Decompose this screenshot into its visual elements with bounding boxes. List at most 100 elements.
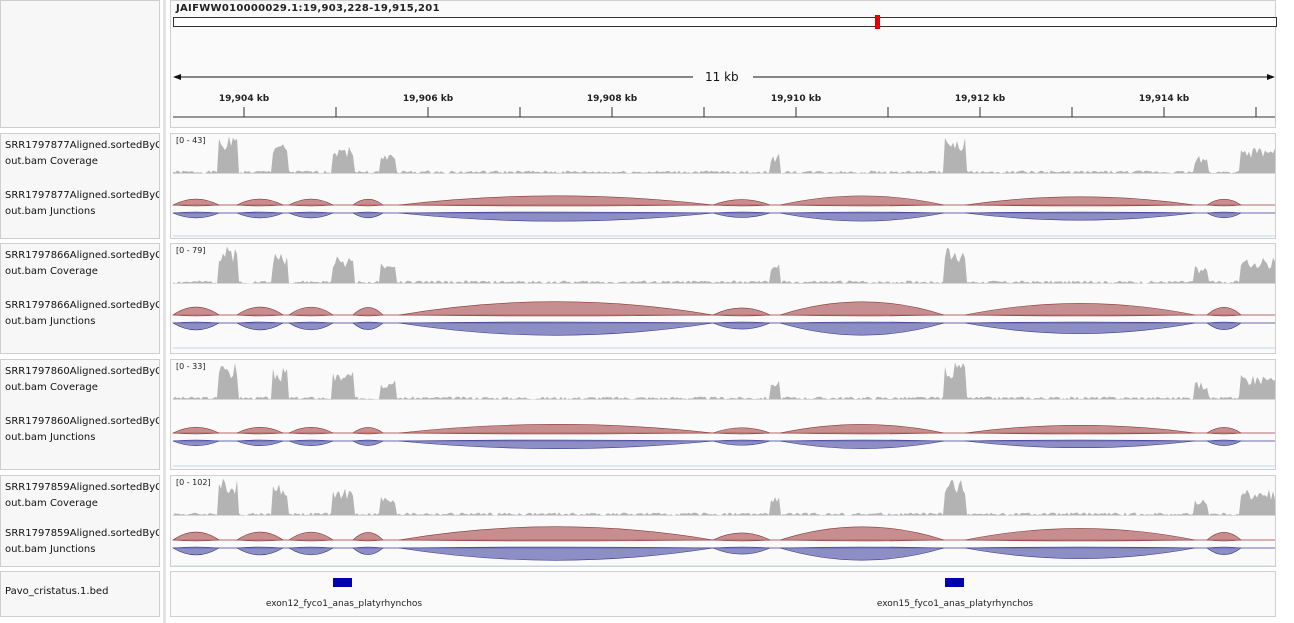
junction-arc-plus bbox=[779, 526, 945, 542]
junction-arc-minus bbox=[964, 321, 1196, 334]
junction-arc-plus bbox=[964, 196, 1196, 207]
junction-track[interactable] bbox=[172, 524, 1275, 568]
junction-arc-minus bbox=[1206, 321, 1242, 330]
junction-arc-plus bbox=[288, 531, 334, 542]
data-panel-4[interactable]: [0 - 102] bbox=[170, 475, 1276, 567]
junction-arc-minus bbox=[352, 321, 384, 330]
junction-arc-minus bbox=[964, 546, 1196, 559]
junction-track[interactable] bbox=[171, 412, 1275, 468]
junction-arc-minus bbox=[779, 211, 945, 222]
feature-exon15[interactable] bbox=[945, 578, 964, 587]
junction-track-name-cont: out.bam Junctions bbox=[5, 206, 96, 217]
junction-arc-plus bbox=[779, 424, 945, 435]
junction-arc-plus bbox=[236, 531, 284, 542]
junction-arc-minus bbox=[288, 321, 334, 331]
chromosome-ideogram[interactable] bbox=[173, 17, 1277, 27]
junction-track-name-cont: out.bam Junctions bbox=[5, 316, 96, 327]
junction-arc-minus bbox=[172, 211, 220, 219]
junction-arc-minus bbox=[352, 211, 384, 219]
feature-label-exon12: exon12_fyco1_anas_platyrhynchos bbox=[265, 599, 423, 609]
junction-arc-plus bbox=[288, 306, 334, 317]
junction-arc-minus bbox=[398, 439, 714, 449]
track-name-panel-2[interactable]: SRR1797866Aligned.sortedByCoord.out.bam … bbox=[0, 243, 160, 354]
coverage-track[interactable] bbox=[173, 360, 1275, 400]
junction-track-name[interactable]: SRR1797877Aligned.sortedByCoord.out.bam … bbox=[5, 190, 159, 201]
junction-arc-minus bbox=[287, 211, 335, 219]
junction-arc-plus bbox=[171, 426, 221, 435]
junction-track[interactable] bbox=[171, 186, 1275, 238]
junction-arc-minus bbox=[712, 439, 771, 446]
data-panel-2[interactable]: [0 - 79] bbox=[170, 243, 1276, 354]
ruler-axis bbox=[173, 107, 1275, 118]
junction-track[interactable] bbox=[172, 294, 1275, 350]
junction-arc-plus bbox=[287, 427, 335, 435]
data-panel-3[interactable]: [0 - 33] bbox=[170, 359, 1276, 470]
junction-arc-plus bbox=[398, 195, 714, 207]
locus-label: JAIFWW010000029.1:19,903,228-19,915,201 bbox=[176, 3, 440, 14]
panel-divider[interactable] bbox=[163, 0, 166, 623]
coverage-track-name-cont: out.bam Coverage bbox=[5, 382, 98, 393]
junction-arc-plus bbox=[779, 195, 945, 207]
junction-arc-plus bbox=[398, 526, 714, 542]
junction-arc-plus bbox=[1206, 532, 1242, 542]
junction-arc-plus bbox=[711, 307, 772, 317]
junction-track-name[interactable]: SRR1797860Aligned.sortedByCoord.out.bam … bbox=[5, 416, 159, 427]
junction-arc-minus bbox=[398, 321, 714, 336]
junction-track-name[interactable]: SRR1797859Aligned.sortedByCoord.out.bam … bbox=[5, 528, 159, 539]
feature-exon12[interactable] bbox=[333, 578, 352, 587]
junction-arc-minus bbox=[964, 439, 1196, 449]
junction-arc-minus bbox=[712, 546, 771, 555]
junction-arc-minus bbox=[712, 321, 771, 330]
junction-arc-minus bbox=[964, 211, 1196, 221]
junction-arc-plus bbox=[398, 301, 714, 317]
junction-arc-plus bbox=[171, 198, 221, 207]
tick-label-4: 19,910 kb bbox=[770, 94, 822, 104]
ruler-panel: JAIFWW010000029.1:19,903,228-19,915,201 … bbox=[170, 0, 1277, 128]
coverage-track-name-cont: out.bam Coverage bbox=[5, 498, 98, 509]
current-region-marker[interactable] bbox=[875, 15, 880, 29]
junction-arc-plus bbox=[235, 198, 285, 207]
tick-label-6: 19,914 kb bbox=[1138, 94, 1190, 104]
bed-track-panel[interactable]: exon12_fyco1_anas_platyrhynchos exon15_f… bbox=[170, 571, 1276, 617]
coverage-track-name-cont: out.bam Coverage bbox=[5, 266, 98, 277]
junction-arc-plus bbox=[964, 303, 1196, 317]
junction-arc-minus bbox=[779, 439, 945, 449]
junction-arc-minus bbox=[352, 439, 384, 446]
coverage-track[interactable] bbox=[173, 134, 1275, 174]
junction-arc-minus bbox=[712, 211, 771, 218]
junction-track-name[interactable]: SRR1797866Aligned.sortedByCoord.out.bam … bbox=[5, 300, 159, 311]
junction-track-name-cont: out.bam Junctions bbox=[5, 432, 96, 443]
track-name-panel-3[interactable]: SRR1797860Aligned.sortedByCoord.out.bam … bbox=[0, 359, 160, 470]
bed-track-name-panel[interactable]: Pavo_cristatus.1.bed bbox=[0, 571, 160, 617]
coverage-track[interactable] bbox=[173, 244, 1275, 284]
junction-arc-minus bbox=[779, 546, 945, 561]
bed-track-name[interactable]: Pavo_cristatus.1.bed bbox=[5, 586, 109, 597]
junction-arc-minus bbox=[172, 439, 220, 447]
tick-label-2: 19,906 kb bbox=[402, 94, 454, 104]
junction-arc-minus bbox=[1206, 546, 1242, 555]
junction-arc-plus bbox=[711, 532, 772, 542]
tick-label-3: 19,908 kb bbox=[586, 94, 638, 104]
junction-arc-minus bbox=[172, 546, 220, 556]
junction-arc-plus bbox=[712, 199, 771, 207]
coverage-range: [0 - 43] bbox=[176, 136, 206, 145]
span-label: 11 kb bbox=[705, 70, 739, 84]
span-arrow bbox=[173, 74, 1275, 80]
junction-arc-plus bbox=[1206, 307, 1242, 317]
track-name-panel-4[interactable]: SRR1797859Aligned.sortedByCoord.out.bam … bbox=[0, 475, 160, 567]
data-panel-1[interactable]: [0 - 43] bbox=[170, 133, 1276, 239]
coverage-track-name[interactable]: SRR1797859Aligned.sortedByCoord.out.bam … bbox=[5, 482, 159, 493]
coverage-track-name[interactable]: SRR1797866Aligned.sortedByCoord.out.bam … bbox=[5, 250, 159, 261]
junction-arc-plus bbox=[352, 198, 384, 207]
coverage-histogram bbox=[173, 362, 1275, 400]
coverage-track[interactable] bbox=[173, 476, 1275, 516]
coverage-track-name[interactable]: SRR1797877Aligned.sortedByCoord.out.bam … bbox=[5, 140, 159, 151]
ruler-name-panel bbox=[0, 0, 160, 128]
track-name-panel-1[interactable]: SRR1797877Aligned.sortedByCoord.out.bam … bbox=[0, 133, 160, 239]
junction-arc-plus bbox=[352, 427, 384, 435]
junction-track-name-cont: out.bam Junctions bbox=[5, 544, 96, 555]
junction-arc-minus bbox=[236, 546, 284, 556]
coverage-track-name[interactable]: SRR1797860Aligned.sortedByCoord.out.bam … bbox=[5, 366, 159, 377]
junction-arc-minus bbox=[172, 321, 220, 331]
junction-arc-minus bbox=[236, 439, 284, 447]
